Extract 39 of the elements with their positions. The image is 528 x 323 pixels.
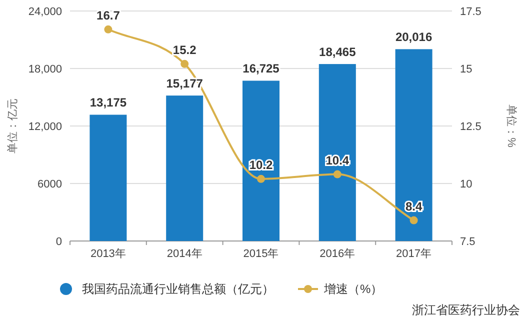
- y2-tick-label: 17.5: [460, 6, 482, 18]
- bar: [395, 49, 432, 241]
- point: [104, 25, 112, 34]
- y-tick-label: 18,000: [28, 64, 62, 76]
- bar: [166, 96, 204, 241]
- text: 浙江省医药行业协会: [412, 303, 520, 317]
- y2-axis-title: 单位：%: [505, 104, 518, 148]
- legend-label: 我国药品流通行业销售总额（亿元）: [82, 282, 274, 296]
- bar: [90, 114, 127, 241]
- y-tick-label: 24,000: [28, 6, 62, 18]
- y2-tick-label: 15: [460, 64, 472, 76]
- x-tick-label: 2014年: [166, 248, 202, 260]
- data-label: 13,175: [90, 96, 127, 110]
- y-tick-label: 6000: [38, 178, 62, 190]
- data-label: 16,725: [242, 62, 280, 76]
- data-label: 8.4: [405, 199, 422, 214]
- x-tick-label: 2016年: [320, 248, 356, 260]
- data-label: 10.2: [249, 158, 273, 172]
- x-tick-label: 2017年: [396, 248, 432, 260]
- data-label: 16.7: [96, 8, 120, 22]
- data-label: 20,016: [395, 30, 432, 44]
- data-label: 15.2: [172, 42, 197, 57]
- point: [333, 170, 342, 178]
- legend-label: 增速（%）: [323, 282, 383, 296]
- y-tick-label: 12,000: [28, 121, 62, 133]
- data-label: 10.4: [326, 153, 350, 168]
- y2-tick-label: 10: [460, 178, 472, 190]
- x-tick-label: 2015年: [243, 248, 279, 260]
- y2-tick-label: 7.5: [460, 236, 476, 248]
- point: [257, 174, 265, 183]
- y-axis-title: 单位：亿元: [6, 98, 19, 154]
- x-tick-label: 2013年: [90, 248, 126, 260]
- y2-tick-label: 12.5: [460, 121, 482, 133]
- y-tick-label: 0: [56, 236, 62, 248]
- point: [410, 216, 418, 224]
- bar: [318, 64, 356, 241]
- data-label: 18,465: [319, 45, 356, 60]
- bar: [242, 80, 280, 241]
- point: [180, 60, 189, 68]
